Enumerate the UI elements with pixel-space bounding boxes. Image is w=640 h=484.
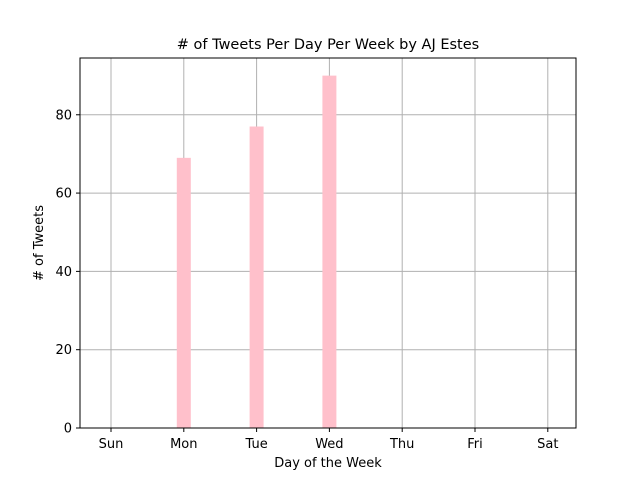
chart-title: # of Tweets Per Day Per Week by AJ Estes <box>177 37 479 53</box>
bar-tue <box>249 126 264 428</box>
x-tick-label: Sat <box>537 437 558 452</box>
y-tick-label: 0 <box>64 422 72 437</box>
y-tick-label: 80 <box>55 108 72 123</box>
bar-wed <box>322 75 337 428</box>
x-tick-label: Thu <box>389 437 414 452</box>
x-axis-label: Day of the Week <box>274 456 382 471</box>
y-tick-label: 60 <box>55 187 72 202</box>
bar-mon <box>176 157 191 429</box>
x-tick-label: Fri <box>467 437 483 452</box>
bars <box>176 75 337 429</box>
axis-ticks: Sun Mon Tue Wed Thu Fri Sat 0 20 40 60 80 <box>55 108 558 452</box>
x-tick-label: Tue <box>244 437 267 452</box>
plot-frame <box>79 57 577 429</box>
x-tick-label: Sun <box>99 437 124 452</box>
x-tick-label: Wed <box>315 437 343 452</box>
x-tick-label: Mon <box>170 437 197 452</box>
y-tick-label: 40 <box>55 265 72 280</box>
y-tick-label: 20 <box>55 343 72 358</box>
y-axis-label: # of Tweets <box>32 205 47 281</box>
